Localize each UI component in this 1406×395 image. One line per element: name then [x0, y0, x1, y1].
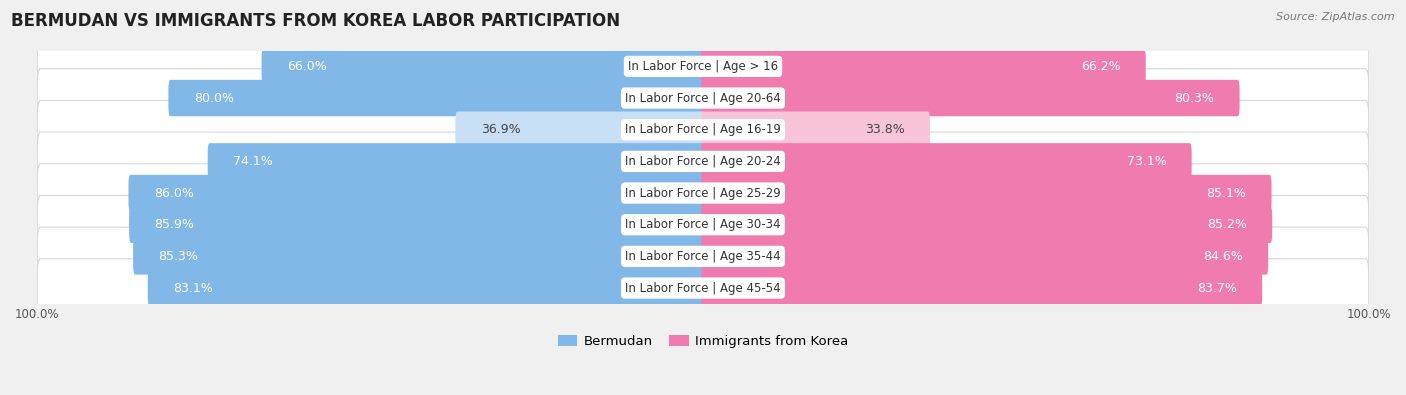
FancyBboxPatch shape [37, 196, 1369, 254]
Text: BERMUDAN VS IMMIGRANTS FROM KOREA LABOR PARTICIPATION: BERMUDAN VS IMMIGRANTS FROM KOREA LABOR … [11, 12, 620, 30]
FancyBboxPatch shape [37, 227, 1369, 286]
FancyBboxPatch shape [169, 80, 704, 116]
FancyBboxPatch shape [702, 238, 1268, 275]
FancyBboxPatch shape [37, 259, 1369, 317]
FancyBboxPatch shape [37, 100, 1369, 159]
Text: In Labor Force | Age 16-19: In Labor Force | Age 16-19 [626, 123, 780, 136]
FancyBboxPatch shape [702, 270, 1263, 306]
Text: 74.1%: 74.1% [233, 155, 273, 168]
Text: Source: ZipAtlas.com: Source: ZipAtlas.com [1277, 12, 1395, 22]
FancyBboxPatch shape [702, 207, 1272, 243]
FancyBboxPatch shape [37, 164, 1369, 222]
FancyBboxPatch shape [456, 111, 704, 148]
Text: 85.9%: 85.9% [155, 218, 194, 231]
Text: In Labor Force | Age 30-34: In Labor Force | Age 30-34 [626, 218, 780, 231]
FancyBboxPatch shape [208, 143, 704, 180]
FancyBboxPatch shape [148, 270, 704, 306]
Text: 80.3%: 80.3% [1174, 92, 1215, 105]
FancyBboxPatch shape [702, 111, 929, 148]
Text: 66.0%: 66.0% [287, 60, 326, 73]
Text: 84.6%: 84.6% [1204, 250, 1243, 263]
Legend: Bermudan, Immigrants from Korea: Bermudan, Immigrants from Korea [553, 329, 853, 353]
FancyBboxPatch shape [702, 175, 1271, 211]
FancyBboxPatch shape [702, 143, 1192, 180]
Text: In Labor Force | Age 20-64: In Labor Force | Age 20-64 [626, 92, 780, 105]
Text: In Labor Force | Age 35-44: In Labor Force | Age 35-44 [626, 250, 780, 263]
Text: 83.7%: 83.7% [1197, 282, 1237, 295]
Text: 36.9%: 36.9% [481, 123, 520, 136]
Text: 66.2%: 66.2% [1081, 60, 1121, 73]
Text: 80.0%: 80.0% [194, 92, 233, 105]
Text: In Labor Force | Age 25-29: In Labor Force | Age 25-29 [626, 186, 780, 199]
FancyBboxPatch shape [702, 80, 1240, 116]
FancyBboxPatch shape [129, 207, 704, 243]
FancyBboxPatch shape [37, 37, 1369, 96]
FancyBboxPatch shape [37, 69, 1369, 127]
Text: In Labor Force | Age 45-54: In Labor Force | Age 45-54 [626, 282, 780, 295]
FancyBboxPatch shape [128, 175, 704, 211]
FancyBboxPatch shape [262, 48, 704, 85]
FancyBboxPatch shape [37, 132, 1369, 191]
Text: 85.2%: 85.2% [1206, 218, 1247, 231]
Text: 33.8%: 33.8% [865, 123, 904, 136]
Text: 73.1%: 73.1% [1126, 155, 1167, 168]
Text: In Labor Force | Age > 16: In Labor Force | Age > 16 [628, 60, 778, 73]
FancyBboxPatch shape [134, 238, 704, 275]
Text: 85.3%: 85.3% [159, 250, 198, 263]
Text: In Labor Force | Age 20-24: In Labor Force | Age 20-24 [626, 155, 780, 168]
Text: 83.1%: 83.1% [173, 282, 212, 295]
FancyBboxPatch shape [702, 48, 1146, 85]
Text: 85.1%: 85.1% [1206, 186, 1246, 199]
Text: 86.0%: 86.0% [153, 186, 194, 199]
